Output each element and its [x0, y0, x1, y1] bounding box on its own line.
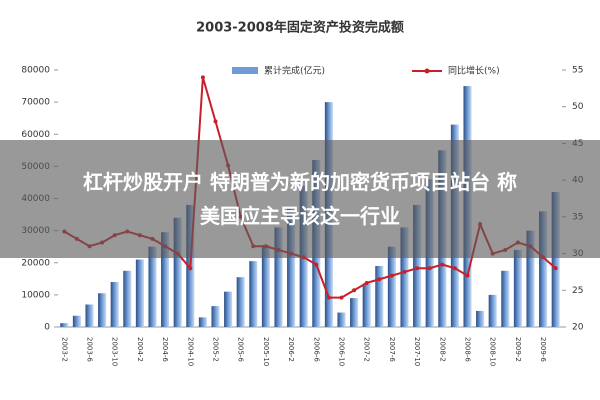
bar	[387, 246, 396, 327]
x-tick-label: 2005-6	[237, 337, 245, 362]
x-tick-label: 2003-10	[111, 337, 119, 366]
overlay-line: 美国应主导该这一行业	[200, 204, 400, 228]
bar	[198, 317, 207, 327]
legend-swatch	[232, 67, 258, 74]
x-tick-label: 2008-2	[438, 337, 446, 362]
y2-tick-label: 50	[572, 102, 584, 112]
growth-marker	[553, 266, 558, 271]
x-tick-label: 2006-6	[312, 337, 320, 362]
growth-marker	[326, 295, 331, 300]
y-tick-label: 60000	[21, 130, 50, 140]
bar	[85, 304, 94, 327]
bar	[224, 291, 233, 327]
bar	[287, 208, 296, 327]
overlay-line: 杠杆炒股开户 特朗普为新的加密货币项目站台 称	[83, 170, 517, 194]
x-tick-label: 2009-2	[514, 337, 522, 362]
growth-marker	[415, 266, 420, 271]
growth-marker	[352, 288, 357, 293]
overlay-banner: 杠杆炒股开户 特朗普为新的加密货币项目站台 称 美国应主导该这一行业	[0, 140, 600, 258]
growth-marker	[364, 280, 369, 285]
y-tick-label: 10000	[21, 290, 50, 300]
bar	[400, 227, 409, 327]
growth-marker	[213, 119, 218, 124]
bar	[123, 270, 132, 327]
chart-title: 2003-2008年固定资产投资完成额	[196, 20, 404, 36]
x-tick-label: 2005-10	[262, 337, 270, 366]
y2-tick-label: 25	[572, 286, 583, 296]
bar	[236, 277, 245, 327]
bar	[526, 230, 535, 327]
bar	[98, 293, 107, 327]
x-tick-label: 2006-10	[338, 337, 346, 366]
x-tick-label: 2004-2	[136, 337, 144, 362]
growth-marker	[440, 262, 445, 267]
bar	[501, 270, 510, 327]
bar	[274, 227, 283, 327]
x-tick-label: 2006-2	[287, 337, 295, 362]
legend-label: 累计完成(亿元)	[264, 65, 325, 77]
growth-marker	[427, 266, 432, 271]
x-tick-label: 2007-10	[413, 337, 421, 366]
legend-label: 同比增长(%)	[448, 65, 500, 77]
y2-tick-label: 55	[572, 66, 583, 76]
y2-tick-label: 20	[572, 323, 584, 333]
bar	[551, 192, 560, 327]
growth-marker	[465, 273, 470, 278]
bar	[261, 245, 270, 327]
growth-marker	[377, 277, 382, 282]
bar	[72, 315, 81, 327]
x-tick-label: 2009-6	[539, 337, 547, 362]
x-tick-label: 2003-2	[60, 337, 68, 362]
x-tick-label: 2005-2	[212, 337, 220, 362]
y-tick-label: 0	[44, 323, 50, 333]
bar	[60, 323, 69, 327]
y-tick-label: 80000	[21, 66, 50, 76]
bar	[249, 261, 258, 327]
bar	[211, 306, 220, 327]
x-tick-label: 2008-10	[489, 337, 497, 366]
growth-marker	[200, 75, 205, 80]
bar	[161, 232, 170, 327]
bar	[350, 298, 359, 327]
bar	[513, 249, 522, 327]
growth-marker	[389, 273, 394, 278]
bar	[362, 283, 371, 327]
x-tick-label: 2007-6	[388, 337, 396, 362]
y-tick-label: 70000	[21, 98, 50, 108]
growth-marker	[188, 266, 193, 271]
bar	[375, 265, 384, 327]
growth-marker	[452, 266, 457, 271]
y-tick-label: 20000	[21, 258, 50, 268]
bar	[337, 312, 346, 327]
growth-marker	[339, 295, 344, 300]
bar	[488, 294, 497, 327]
x-tick-label: 2004-6	[161, 337, 169, 362]
x-tick-label: 2004-10	[186, 337, 194, 366]
bar	[476, 310, 485, 327]
x-tick-label: 2007-2	[363, 337, 371, 362]
x-tick-label: 2003-6	[86, 337, 94, 362]
bar	[413, 204, 422, 327]
bar	[110, 282, 119, 327]
bar	[148, 246, 157, 327]
growth-marker	[314, 262, 319, 267]
bar	[135, 259, 144, 327]
bar	[539, 211, 548, 327]
bar	[173, 217, 182, 327]
growth-marker	[402, 269, 407, 274]
legend-swatch	[424, 68, 430, 74]
x-tick-label: 2008-6	[464, 337, 472, 362]
